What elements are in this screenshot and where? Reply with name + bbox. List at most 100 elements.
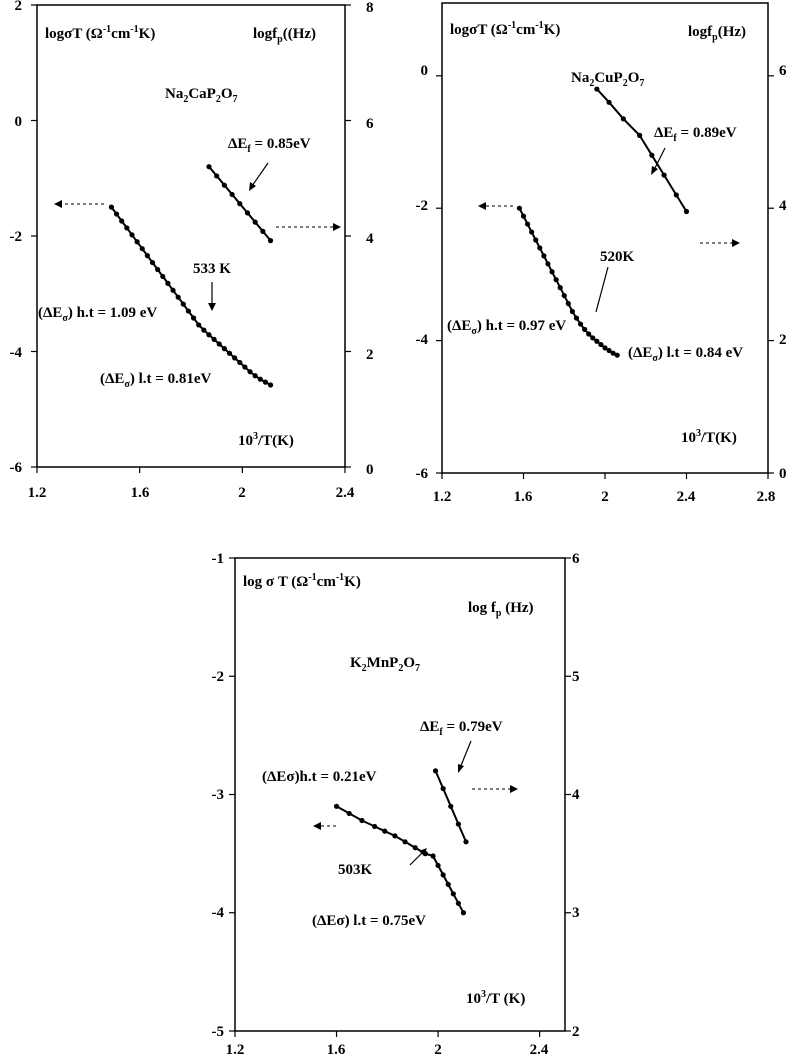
left-axis-data-point — [586, 331, 592, 337]
x-tick-label: 2 — [601, 489, 609, 505]
y-left-tick-label: -5 — [212, 1024, 225, 1040]
lt-activation-label: (ΔEσ) l.t = 0.84 eV — [628, 345, 743, 364]
y-right-tick-labels: 8 6 4 2 0 — [366, 0, 374, 478]
left-axis-data-point — [359, 817, 365, 824]
panel-na2cap2o7: 1.2 1.6 2 2.4 2 0 -2 -4 -6 8 6 4 2 0 log… — [10, 0, 375, 501]
right-axis-data-point — [683, 208, 690, 215]
left-axis-data-point — [201, 327, 207, 333]
ht-activation-label: (ΔEσ) h.t = 1.09 eV — [38, 305, 157, 324]
x-tick-label: 2.4 — [336, 485, 355, 501]
right-axis-data-point — [252, 219, 258, 225]
x-tick-labels: 1.2 1.6 2 2.4 — [28, 485, 355, 501]
ef-annotation: ΔEf = 0.89eV — [654, 125, 737, 144]
left-axis-label: logσT (Ω-1cm-1K) — [45, 24, 155, 42]
left-axis-data-point — [237, 359, 243, 366]
transition-pointer-arrow — [595, 266, 609, 313]
left-axis-data-point — [129, 232, 135, 238]
left-axis-data-point — [537, 245, 543, 251]
y-left-tick-labels: 2 0 -2 -4 -6 — [10, 0, 23, 476]
y-right-tick-label: 4 — [572, 787, 580, 803]
left-axis-data-point — [180, 301, 186, 307]
right-axis-arrow-head — [510, 785, 518, 793]
left-axis-data-point — [149, 259, 156, 266]
right-axis-label: logfp((Hz) — [253, 26, 316, 45]
right-axis-data-point — [620, 116, 626, 122]
x-tick-labels: 1.2 1.6 2 2.4 2.8 — [433, 489, 776, 505]
left-axis-data-point — [382, 828, 388, 834]
ht-activation-label: (ΔEσ) h.t = 0.97 eV — [447, 318, 566, 337]
annotation-arrows — [313, 740, 518, 866]
left-axis-data-point — [435, 862, 441, 869]
right-axis-data-point — [448, 803, 454, 809]
x-tick-label: 2 — [238, 485, 246, 501]
x-tick-label: 1.6 — [327, 1042, 346, 1058]
transition-temperature-label: 503K — [338, 862, 373, 878]
y-left-tick-label: -4 — [10, 345, 23, 361]
y-right-tick-label: 6 — [366, 116, 374, 132]
compound-label: Na2CaP2O7 — [165, 86, 238, 105]
y-left-tick-label: 2 — [15, 0, 23, 14]
left-axis-series-line — [110, 206, 272, 386]
y-left-tick-label: -1 — [212, 551, 225, 567]
left-axis-data-point — [402, 839, 408, 845]
compound-label: Na2CuP2O7 — [571, 70, 644, 89]
left-axis-data-point — [333, 803, 340, 809]
left-axis-data-point — [247, 369, 253, 375]
panel-k2mnp2o7: 1.2 1.6 2 2.4 -1 -2 -3 -4 -5 6 5 4 3 2 l… — [212, 551, 581, 1058]
left-axis-data-point — [557, 285, 563, 291]
left-axis-data-point — [524, 221, 531, 227]
plot-frame — [234, 557, 566, 1032]
left-axis-data-point — [606, 347, 612, 354]
right-axis-data-point — [206, 164, 212, 170]
left-axis-data-point — [185, 308, 192, 314]
y-right-tick-label: 2 — [572, 1024, 580, 1040]
left-axis-data-point — [561, 292, 567, 299]
left-axis-data-point — [440, 872, 446, 878]
y-left-tick-label: -3 — [212, 787, 225, 803]
left-axis-data-point — [455, 900, 461, 906]
x-tick-labels: 1.2 1.6 2 2.4 — [226, 1042, 549, 1058]
tick-marks — [31, 4, 351, 473]
right-axis-data-point — [260, 228, 266, 234]
y-right-tick-label: 3 — [572, 905, 580, 921]
right-axis-data-point — [237, 201, 243, 207]
left-axis-data-point — [412, 845, 418, 851]
x-tick-label: 2 — [434, 1042, 442, 1058]
ef-pointer-arrow-head — [458, 764, 464, 773]
right-axis-data-point — [267, 238, 274, 244]
right-axis-data-point — [244, 210, 251, 216]
x-tick-label: 2.4 — [530, 1042, 549, 1058]
y-left-tick-label: -2 — [416, 198, 429, 214]
left-axis-data-point — [516, 205, 523, 211]
right-axis-series-line — [596, 88, 688, 213]
x-tick-label: 1.6 — [514, 489, 533, 505]
right-axis-data-point — [463, 839, 469, 845]
y-right-tick-label: 5 — [572, 669, 580, 685]
ht-activation-label: (ΔEσ)h.t = 0.21eV — [262, 769, 377, 785]
left-axis-data-point — [610, 350, 616, 356]
left-axis-label: logσT (Ω-1cm-1K) — [450, 20, 560, 38]
x-tick-label: 1.2 — [226, 1042, 245, 1058]
left-axis-data-point — [445, 881, 451, 887]
x-tick-label: 1.2 — [28, 485, 47, 501]
y-right-tick-labels: 6 5 4 3 2 — [572, 551, 580, 1040]
left-axis-data-point — [460, 910, 467, 916]
left-axis-data-point — [582, 326, 588, 332]
right-axis-data-point — [440, 785, 446, 792]
tick-marks — [229, 557, 571, 1037]
plot-frame — [36, 4, 346, 468]
left-axis-data-point — [573, 315, 580, 321]
left-axis-data-point — [211, 336, 217, 342]
left-axis-data-point — [520, 213, 527, 219]
left-axis-data-point — [533, 237, 539, 243]
data-marks — [108, 164, 274, 388]
lt-activation-label: (ΔEσ) l.t = 0.81eV — [100, 371, 211, 390]
y-right-tick-label: 6 — [779, 63, 787, 79]
x-axis-label: 103/T(K) — [238, 431, 294, 449]
left-axis-data-point — [614, 352, 620, 358]
tick-marks — [436, 75, 774, 479]
left-axis-data-point — [262, 379, 269, 385]
ef-pointer-arrow — [653, 147, 666, 171]
right-axis-label: logfp(Hz) — [688, 24, 746, 43]
x-axis-label: 103/T(K) — [681, 428, 737, 446]
